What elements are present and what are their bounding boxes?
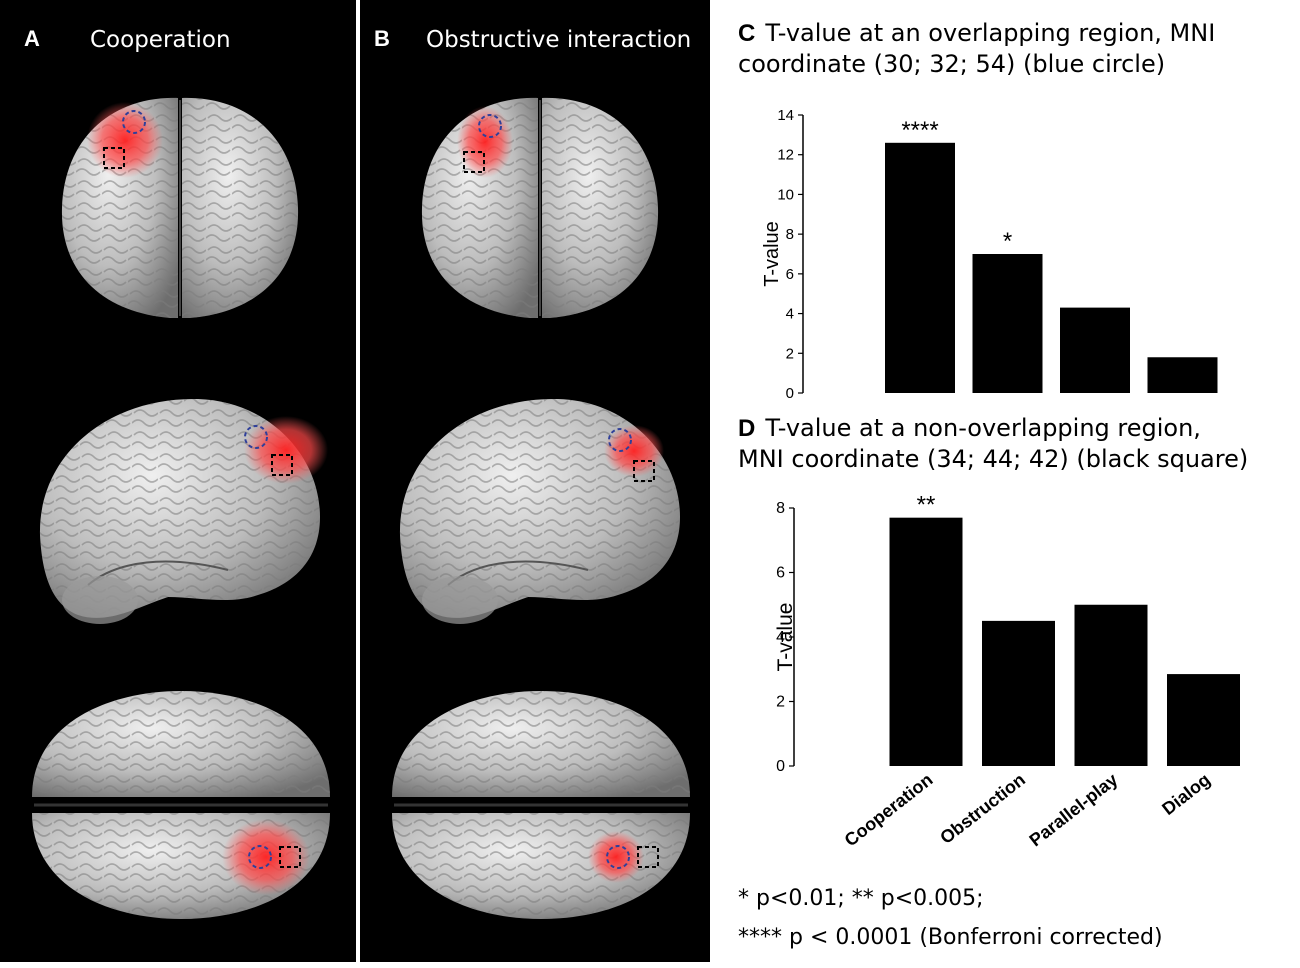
panel-b-title: Obstructive interaction xyxy=(426,27,692,53)
bar xyxy=(972,254,1043,393)
y-tick-label: 4 xyxy=(786,306,794,323)
x-tick-label: Obstruction xyxy=(936,769,1029,848)
brain-top-view-a xyxy=(32,691,330,919)
roi-black-square xyxy=(463,151,485,173)
panel-a-title: Cooperation xyxy=(90,27,231,53)
roi-black-square xyxy=(103,147,125,169)
chart-c-heading-line1: T-value at an overlapping region, MNI xyxy=(765,19,1216,47)
y-tick-label: 4 xyxy=(776,629,785,646)
bar xyxy=(1074,604,1148,766)
roi-black-square xyxy=(271,454,293,476)
y-axis-label: T-value xyxy=(761,221,783,287)
activation-blob xyxy=(87,102,163,178)
x-tick-label: Dialog xyxy=(1158,769,1214,819)
chart-d-heading-line1: T-value at a non-overlapping region, xyxy=(765,414,1201,442)
roi-black-square xyxy=(633,460,655,482)
activation-blob xyxy=(222,819,310,895)
panel-b: B Obstructive interaction xyxy=(360,0,710,962)
roi-blue-circle xyxy=(122,110,146,134)
brain-top-view-b xyxy=(392,691,690,919)
x-tick-label: Parallel-play xyxy=(1026,769,1122,850)
y-tick-label: 14 xyxy=(777,107,794,124)
y-tick-label: 8 xyxy=(776,500,785,517)
y-tick-label: 2 xyxy=(786,345,794,362)
significance-label: * xyxy=(1003,228,1012,255)
bar xyxy=(889,517,963,766)
y-tick-label: 8 xyxy=(786,226,794,243)
bar xyxy=(1147,357,1218,393)
roi-blue-circle xyxy=(248,845,272,869)
significance-label: **** xyxy=(901,117,938,144)
bar xyxy=(1167,674,1240,766)
chart-d-heading-line2: MNI coordinate (34; 44; 42) (black squar… xyxy=(738,445,1249,473)
brain-frontal-view-b xyxy=(421,97,659,318)
activation-blob xyxy=(457,106,513,178)
bar xyxy=(1060,307,1130,393)
y-tick-label: 0 xyxy=(786,385,794,402)
y-tick-label: 6 xyxy=(786,266,794,283)
activation-blob xyxy=(588,831,644,883)
footnote-line1: * p<0.01; ** p<0.005; xyxy=(738,886,984,911)
chart-d-letter: D xyxy=(738,415,756,442)
panel-a: A Cooperation xyxy=(0,0,356,962)
activation-blob xyxy=(604,425,664,477)
y-axis-label: T-value xyxy=(774,603,797,672)
chart-c-heading: C T-value at an overlapping region, MNI c… xyxy=(738,18,1215,80)
bar xyxy=(885,142,955,393)
panel-a-letter: A xyxy=(24,26,40,51)
y-tick-label: 2 xyxy=(776,694,785,711)
panel-b-letter: B xyxy=(374,26,390,51)
y-tick-label: 12 xyxy=(777,147,794,164)
roi-blue-circle xyxy=(608,428,632,452)
brain-lateral-view-a xyxy=(39,398,328,624)
brain-frontal-view-a xyxy=(61,97,299,318)
chart-d-heading: D T-value at a non-overlapping region, MN… xyxy=(738,413,1248,475)
y-tick-label: 10 xyxy=(777,186,794,203)
x-tick-label: Cooperation xyxy=(841,769,937,850)
roi-blue-circle xyxy=(244,425,268,449)
roi-blue-circle xyxy=(478,114,502,138)
roi-blue-circle xyxy=(606,845,630,869)
y-tick-label: 0 xyxy=(776,758,785,775)
footnote-line2: **** p < 0.0001 (Bonferroni corrected) xyxy=(738,925,1163,950)
y-tick-label: 6 xyxy=(776,565,785,582)
roi-black-square xyxy=(637,846,659,868)
bar xyxy=(982,620,1055,766)
roi-black-square xyxy=(279,846,301,868)
brain-lateral-view-b xyxy=(399,398,680,624)
chart-c-letter: C xyxy=(738,20,756,47)
chart-d: 0 2 4 6 8 T-value ** Cooperation ObstructionPara… xyxy=(774,492,1240,850)
activation-blob xyxy=(244,416,328,484)
significance-label: ** xyxy=(917,492,936,519)
chart-c-heading-line2: coordinate (30; 32; 54) (blue circle) xyxy=(738,50,1166,78)
